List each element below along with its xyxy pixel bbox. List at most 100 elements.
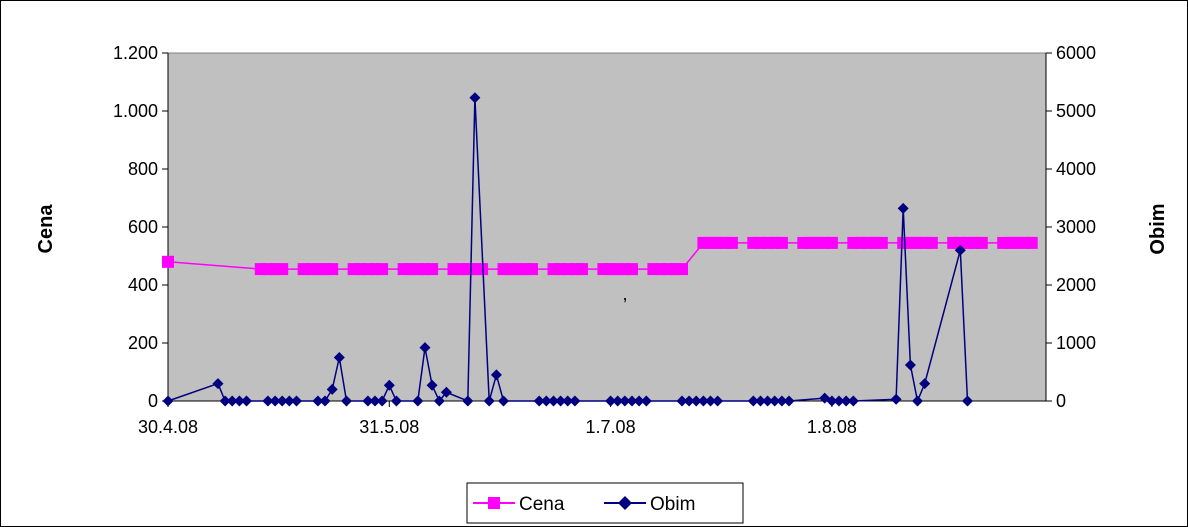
series-obim-point [697, 395, 709, 407]
series-obim-point [483, 395, 495, 407]
series-obim-point [319, 395, 331, 407]
series-obim-point [262, 395, 274, 407]
series-obim-point [233, 395, 245, 407]
series-obim-point [276, 395, 288, 407]
series-cena-point [775, 236, 788, 249]
series-obim-point [383, 379, 395, 391]
right-tick-label: 0 [1056, 391, 1066, 411]
series-obim-point [555, 395, 567, 407]
series-obim-point [605, 395, 617, 407]
series-obim-point [676, 395, 688, 407]
left-tick-label: 600 [128, 217, 158, 237]
series-obim-point [776, 395, 788, 407]
series-obim-point [826, 395, 838, 407]
series-cena-point [254, 263, 267, 276]
series-obim-point [390, 395, 402, 407]
series-cena-point [376, 263, 389, 276]
left-tick-label: 800 [128, 159, 158, 179]
x-axis-ticks: 30.4.08 31.5.08 1.7.08 1.8.08 [138, 401, 857, 437]
series-cena-point [162, 255, 174, 268]
x-tick-label: 1.7.08 [586, 417, 636, 437]
series-obim-point [640, 395, 652, 407]
left-tick-label: 200 [128, 333, 158, 353]
series-obim-point [569, 395, 581, 407]
series-obim-point [212, 378, 224, 390]
right-tick-label: 6000 [1056, 43, 1096, 63]
x-tick-label: 30.4.08 [138, 417, 198, 437]
series-obim-point [490, 369, 502, 381]
legend-obim-label: Obim [650, 494, 695, 515]
left-tick-label: 0 [148, 391, 158, 411]
series-obim-point [762, 395, 774, 407]
right-axis-ticks: 0 1000 2000 3000 4000 5000 6000 [1046, 43, 1096, 411]
left-tick-label: 1.200 [113, 43, 158, 63]
series-obim-point [341, 395, 352, 407]
series-cena-point [576, 263, 588, 276]
series-obim-point [283, 395, 295, 407]
right-tick-label: 4000 [1056, 159, 1096, 179]
series-obim-point [226, 395, 238, 407]
series-obim-point [612, 395, 624, 407]
series-obim-point [783, 395, 795, 407]
series-cena-point [725, 236, 738, 249]
series-obim-point [412, 395, 424, 407]
series-cena-point [276, 263, 289, 276]
series-cena-point [476, 263, 489, 276]
series-obim-point [619, 395, 631, 407]
series-obim-point [769, 395, 781, 407]
series-obim-point [912, 395, 923, 407]
series-obim-point [626, 395, 638, 407]
series-obim-point [904, 359, 916, 371]
x-tick-label: 1.8.08 [807, 417, 857, 437]
series-obim-point [919, 378, 931, 390]
series-cena-point [426, 263, 439, 276]
legend-cena-label: Cena [519, 494, 565, 515]
series-cena-point [526, 263, 538, 276]
series-obim-point [362, 395, 374, 407]
series-obim-point [712, 395, 724, 407]
series-obim-point [369, 395, 381, 407]
series-obim-point [755, 395, 766, 407]
series-obim-point [333, 352, 345, 363]
right-axis-title: Obim [1147, 203, 1169, 254]
right-tick-label: 2000 [1056, 275, 1096, 295]
series-obim-point [890, 393, 902, 405]
series-cena-point [925, 236, 938, 249]
series-cena-point [676, 263, 688, 276]
series-obim-point [954, 244, 966, 256]
series-cena [162, 236, 1038, 276]
series-obim-point [533, 395, 545, 407]
series-obim-point [462, 395, 474, 407]
series-obim [162, 92, 973, 407]
series-cena-point [326, 263, 339, 276]
series-obim-point [419, 342, 431, 354]
plot-area [167, 52, 1047, 402]
series-obim-point [833, 395, 845, 407]
legend-obim-marker [618, 496, 632, 510]
right-tick-label: 3000 [1056, 217, 1096, 237]
series-obim-point [326, 383, 338, 395]
left-axis-title: Cena [35, 204, 57, 254]
series-cena-point [875, 236, 888, 249]
right-tick-label: 5000 [1056, 101, 1096, 121]
series-obim-point [633, 395, 645, 407]
series-obim-point [540, 395, 552, 407]
series-obim-point [683, 395, 695, 407]
legend-cena-marker [488, 497, 500, 509]
series-cena-point [626, 263, 638, 276]
series-obim-point [426, 379, 438, 391]
series-obim-point [548, 395, 559, 407]
series-obim-point [219, 395, 231, 407]
series-obim-point [241, 395, 252, 407]
stray-annotation: , [622, 284, 627, 304]
series-obim-point [747, 395, 759, 407]
left-tick-label: 400 [128, 275, 158, 295]
series-obim-point [690, 395, 702, 407]
series-obim-point [840, 395, 852, 407]
x-tick-label: 31.5.08 [359, 417, 419, 437]
series-obim-point [962, 395, 973, 407]
series-cena-point [504, 263, 517, 276]
left-axis-ticks: 0 200 400 600 800 1.000 1.200 [113, 43, 168, 411]
